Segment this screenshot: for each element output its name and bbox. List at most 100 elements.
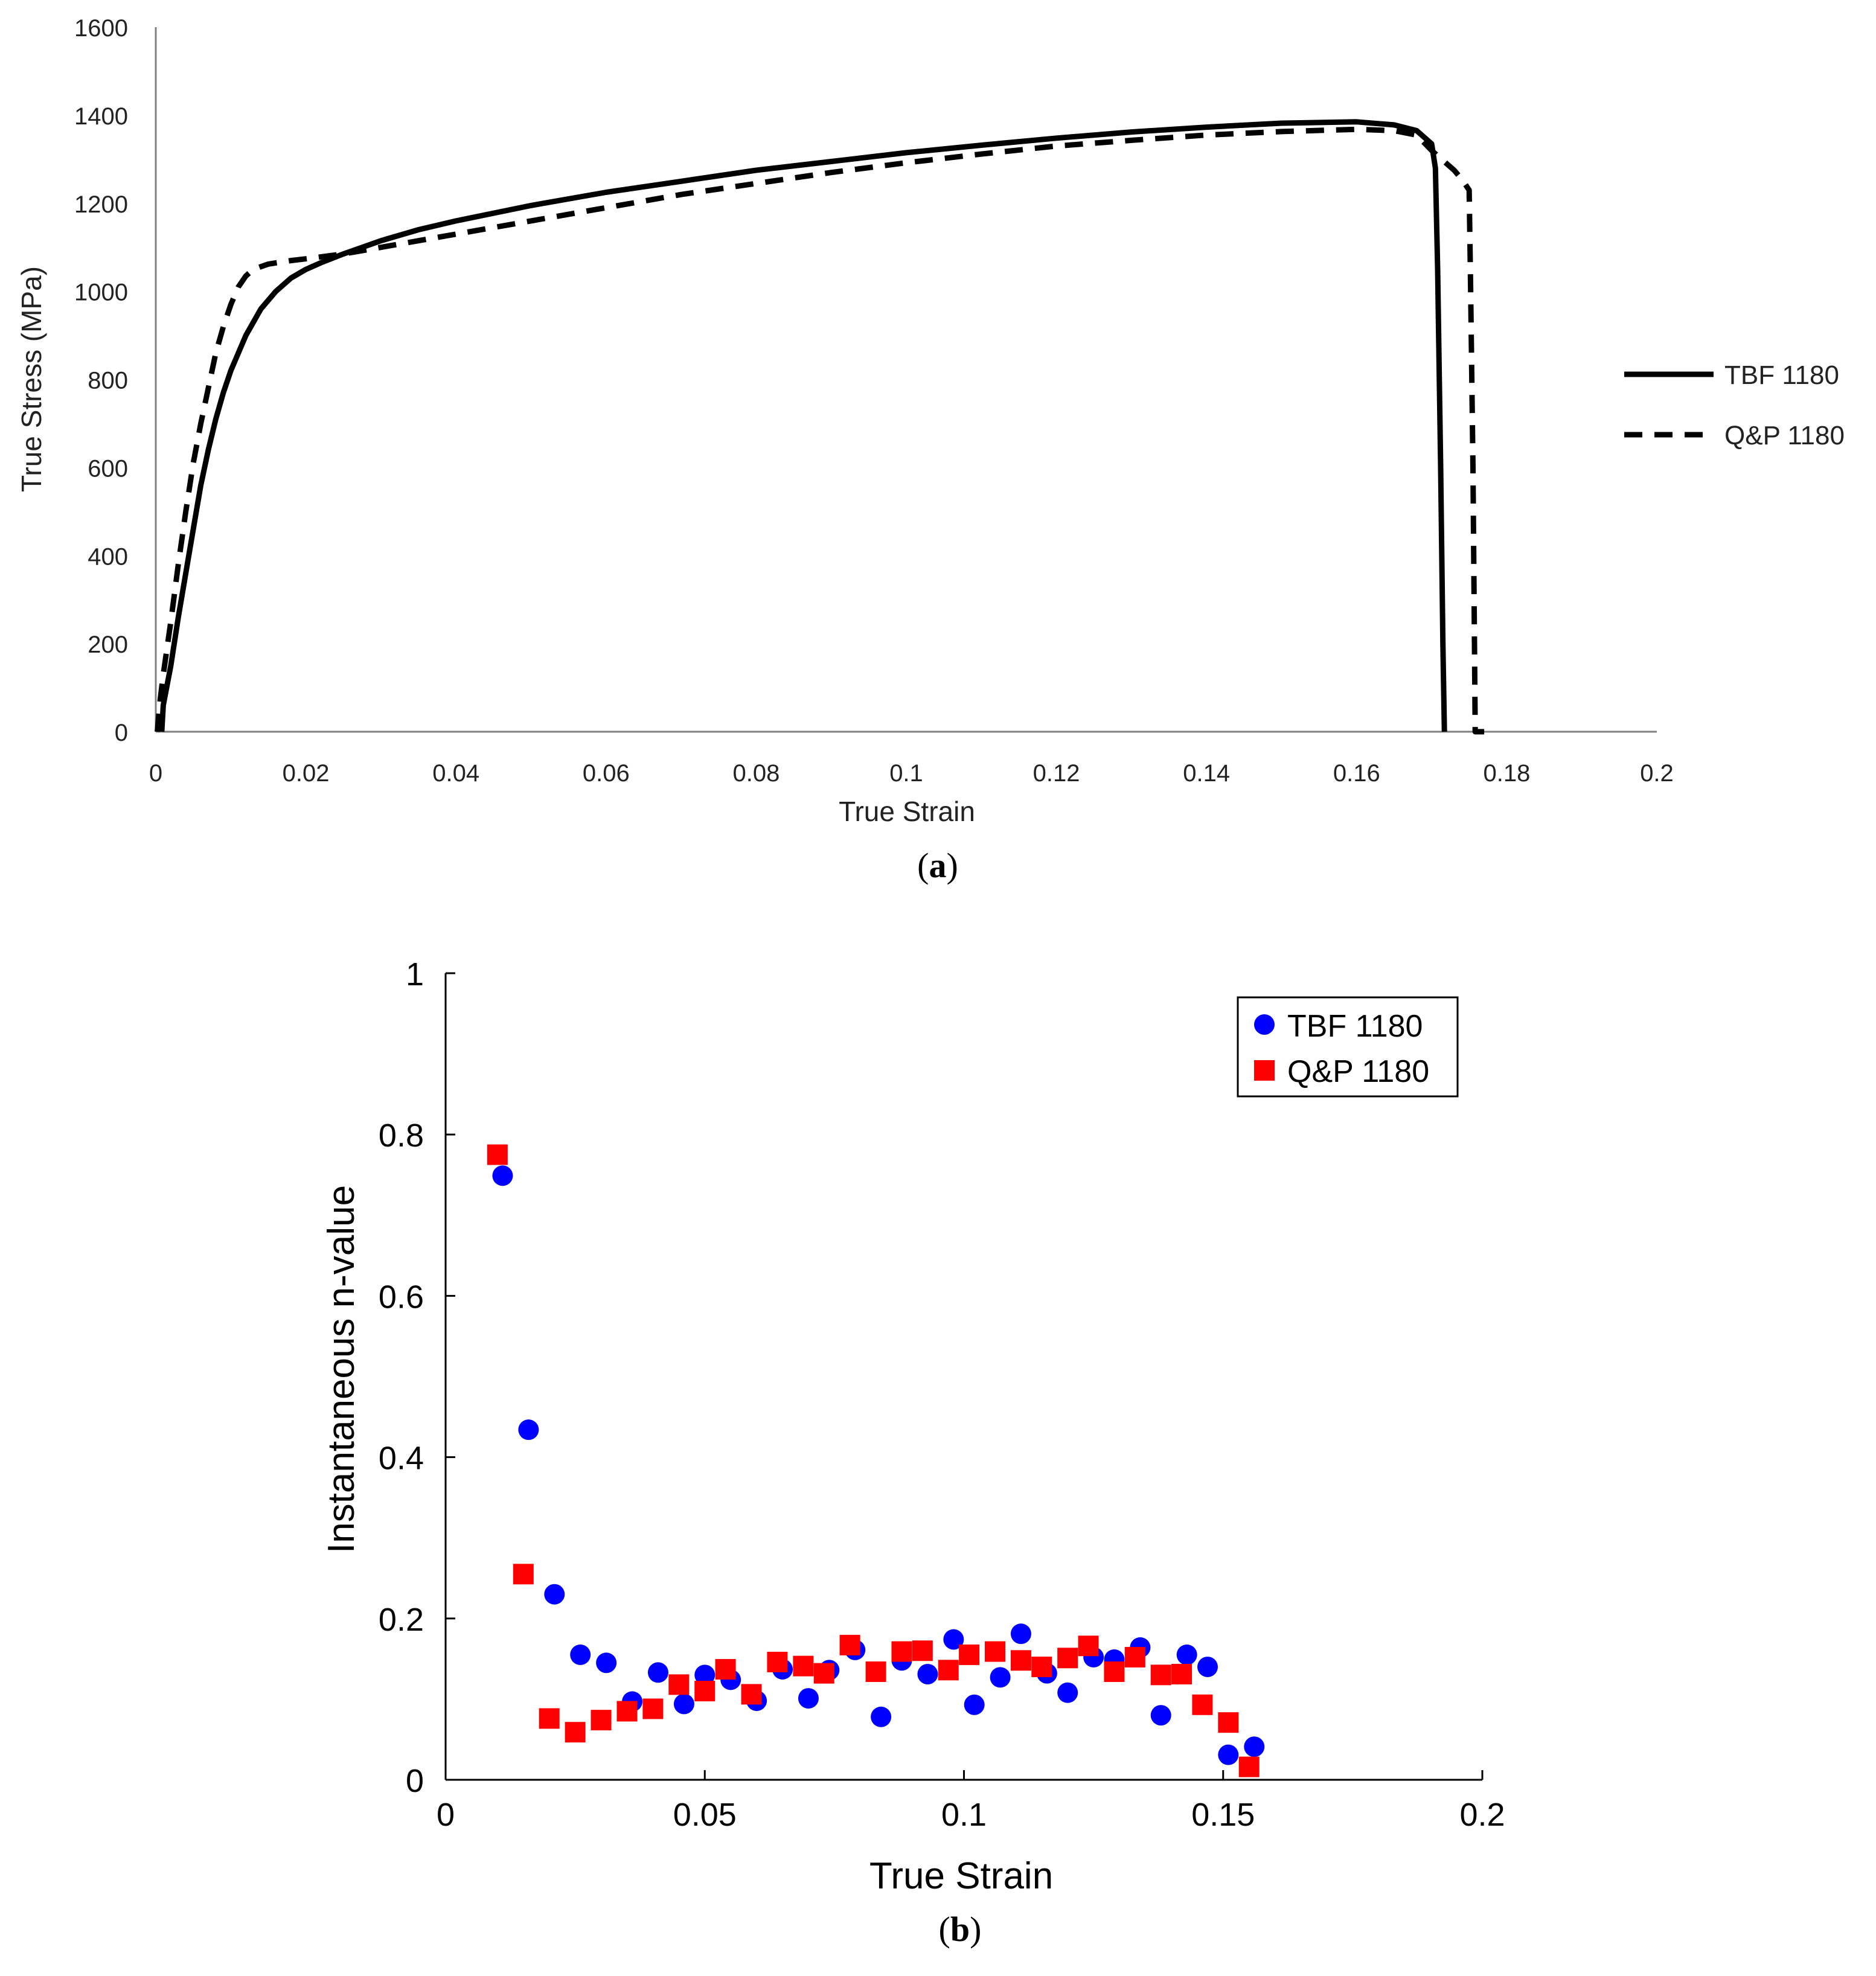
chart-a-y-tick-labels: 0 200 400 600 800 1000 1200 1400 1600 bbox=[74, 15, 128, 746]
chart-b-point-tbf bbox=[1218, 1744, 1239, 1765]
chart-b-y-tick-label: 1 bbox=[406, 956, 424, 993]
caption-a-open: ( bbox=[917, 846, 929, 885]
chart-b-point-qp bbox=[938, 1660, 959, 1681]
chart-a-y-tick-label: 400 bbox=[88, 543, 128, 570]
chart-b-point-tbf bbox=[871, 1706, 892, 1727]
chart-b-point-tbf bbox=[1010, 1623, 1031, 1645]
chart-b-point-qp bbox=[741, 1684, 762, 1705]
chart-a-series-line-qp bbox=[155, 126, 1485, 735]
chart-b-point-qp bbox=[1010, 1650, 1031, 1671]
chart-b-y-tick-labels: 0 0.2 0.4 0.6 0.8 1 bbox=[379, 956, 455, 1799]
chart-b-point-qp bbox=[839, 1634, 860, 1655]
chart-a-legend-label-tbf: TBF 1180 bbox=[1724, 360, 1839, 390]
chart-a-x-axis-label: True Strain bbox=[839, 796, 975, 827]
chart-b-legend-item-qp: Q&P 1180 bbox=[1254, 1054, 1429, 1089]
chart-a-x-tick-labels: 0 0.02 0.04 0.06 0.08 0.1 0.12 0.14 0.16 0.18 0.2 bbox=[149, 760, 1674, 787]
chart-a-x-tick-label: 0 bbox=[149, 760, 162, 787]
chart-b-point-qp bbox=[891, 1641, 912, 1662]
chart-b-y-tick-label: 0.8 bbox=[379, 1117, 424, 1154]
chart-b-point-qp bbox=[865, 1661, 886, 1682]
chart-b-point-qp bbox=[565, 1722, 586, 1743]
chart-a-y-tick-label: 600 bbox=[88, 455, 128, 482]
chart-a-y-axis-label: True Stress (MPa) bbox=[16, 266, 47, 492]
chart-b-point-qp bbox=[1171, 1663, 1193, 1684]
chart-b-point-tbf bbox=[1176, 1644, 1197, 1665]
chart-b-point-tbf bbox=[917, 1663, 938, 1684]
chart-b-point-qp bbox=[767, 1651, 788, 1672]
chart-a-legend-item-tbf: TBF 1180 bbox=[1624, 360, 1839, 390]
chart-b-point-tbf bbox=[673, 1693, 694, 1715]
chart-a-y-tick-label: 0 bbox=[115, 720, 128, 746]
legend-blue-circle-icon bbox=[1254, 1014, 1275, 1035]
caption-b-letter: b bbox=[950, 1910, 970, 1949]
chart-b-point-tbf bbox=[492, 1165, 513, 1186]
chart-b-x-tick-label: 0.05 bbox=[673, 1797, 737, 1833]
chart-b-point-qp bbox=[959, 1644, 980, 1665]
chart-a-x-tick-label: 0.1 bbox=[889, 760, 923, 787]
chart-b-point-qp bbox=[1057, 1648, 1078, 1669]
chart-a-legend-label-qp: Q&P 1180 bbox=[1724, 421, 1845, 450]
chart-b-point-qp bbox=[539, 1708, 560, 1729]
caption-a: (a) bbox=[877, 845, 998, 886]
chart-b-x-tick-label: 0.15 bbox=[1191, 1797, 1255, 1833]
chart-a-x-tick-label: 0.16 bbox=[1333, 760, 1380, 787]
chart-a-series-lines bbox=[155, 119, 1485, 735]
chart-b-point-tbf bbox=[570, 1644, 591, 1665]
chart-b-point-tbf bbox=[1244, 1736, 1265, 1757]
legend-red-square-icon bbox=[1254, 1060, 1275, 1081]
chart-a-series-line-tbf bbox=[159, 119, 1447, 732]
chart-b-point-qp bbox=[694, 1681, 716, 1702]
chart-b-point-qp bbox=[912, 1640, 933, 1661]
chart-b-legend: TBF 1180 Q&P 1180 bbox=[1237, 996, 1459, 1098]
chart-b-y-axis-label: Instantaneous n-value bbox=[321, 1185, 362, 1553]
chart-b-point-qp bbox=[1192, 1694, 1213, 1715]
chart-b-point-tbf bbox=[518, 1419, 539, 1440]
chart-a-x-tick-label: 0.18 bbox=[1483, 760, 1530, 787]
chart-a-legend: TBF 1180 Q&P 1180 bbox=[1624, 360, 1845, 450]
chart-b-point-qp bbox=[1031, 1656, 1052, 1677]
chart-a-y-tick-label: 1600 bbox=[74, 15, 128, 42]
chart-a-legend-item-qp: Q&P 1180 bbox=[1624, 421, 1845, 450]
chart-b-point-tbf bbox=[990, 1667, 1011, 1688]
chart-a-x-tick-label: 0.2 bbox=[1640, 760, 1674, 787]
caption-b-open: ( bbox=[938, 1910, 950, 1949]
chart-b-point-tbf bbox=[1197, 1656, 1218, 1677]
chart-b-y-tick-label: 0 bbox=[406, 1763, 424, 1799]
chart-b-legend-label-tbf: TBF 1180 bbox=[1287, 1009, 1423, 1044]
chart-a-y-tick-label: 1200 bbox=[74, 191, 128, 218]
chart-a-x-tick-label: 0.12 bbox=[1033, 760, 1080, 787]
chart-b-x-tick-labels: 0 0.05 0.1 0.15 0.2 bbox=[437, 1770, 1505, 1833]
chart-b-legend-item-tbf: TBF 1180 bbox=[1254, 1009, 1423, 1044]
chart-b-point-qp bbox=[668, 1674, 690, 1695]
chart-a-x-tick-label: 0.02 bbox=[283, 760, 330, 787]
chart-b-point-tbf bbox=[798, 1688, 819, 1709]
chart-b-point-tbf bbox=[596, 1652, 617, 1674]
chart-a-x-tick-label: 0.06 bbox=[583, 760, 630, 787]
chart-b-series-markers bbox=[487, 1144, 1265, 1777]
chart-b-point-tbf bbox=[1150, 1705, 1171, 1726]
chart-b-x-axis-label: True Strain bbox=[869, 1855, 1053, 1897]
chart-b-point-qp bbox=[1150, 1664, 1171, 1686]
chart-b-x-tick-label: 0.2 bbox=[1459, 1797, 1505, 1833]
chart-a-y-tick-label: 1000 bbox=[74, 280, 128, 306]
chart-b-point-qp bbox=[642, 1698, 664, 1719]
chart-b-y-tick-label: 0.2 bbox=[379, 1602, 424, 1638]
chart-b-point-qp bbox=[813, 1663, 834, 1684]
chart-b-point-qp bbox=[616, 1701, 638, 1722]
chart-a-x-tick-label: 0.08 bbox=[732, 760, 780, 787]
chart-b-point-qp bbox=[1104, 1661, 1125, 1682]
chart-b-point-qp bbox=[715, 1658, 736, 1680]
chart-a-y-tick-label: 1400 bbox=[74, 103, 128, 130]
chart-b-point-tbf bbox=[943, 1629, 964, 1650]
chart-b-point-tbf bbox=[1057, 1682, 1078, 1703]
chart-b-point-qp bbox=[1124, 1646, 1145, 1667]
caption-b-close: ) bbox=[970, 1910, 982, 1949]
chart-b-point-qp bbox=[513, 1564, 534, 1585]
chart-b-point-qp bbox=[1238, 1756, 1260, 1777]
caption-a-letter: a bbox=[929, 846, 947, 885]
chart-b-point-tbf bbox=[694, 1664, 716, 1686]
caption-b: (b) bbox=[900, 1909, 1020, 1949]
chart-b-point-qp bbox=[793, 1655, 814, 1677]
